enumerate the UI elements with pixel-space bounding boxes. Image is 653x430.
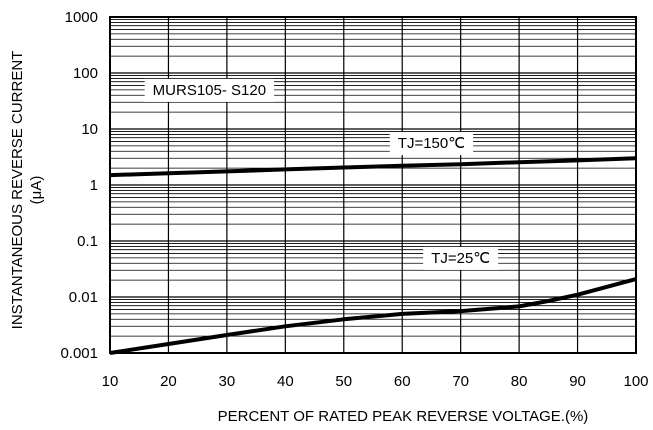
y-tick-label: 10: [81, 121, 98, 138]
plot-frame: [109, 16, 637, 354]
x-tick-label: 10: [102, 373, 119, 390]
y-tick-label: 0.001: [60, 345, 98, 362]
annotation-background: [389, 132, 474, 156]
y-tick-labels: 0.001 0.01 0.1 1 10 100 1000: [60, 9, 98, 362]
y-tick-label: 0.1: [77, 233, 98, 250]
x-axis-title: PERCENT OF RATED PEAK REVERSE VOLTAGE.(%…: [218, 408, 589, 425]
annotation: TJ=25℃: [423, 246, 499, 270]
x-tick-label: 80: [511, 373, 528, 390]
series-line: [109, 277, 637, 355]
y-tick-label: 0.01: [69, 289, 98, 306]
annotation-label: MURS105- S120: [153, 82, 266, 99]
annotation-background: [144, 78, 275, 102]
x-tick-label: 30: [219, 373, 236, 390]
x-tick-label: 90: [569, 373, 586, 390]
series-line: [109, 156, 637, 178]
series-group: [109, 156, 637, 355]
annotation: TJ=150℃: [389, 132, 474, 156]
x-tick-label: 70: [452, 373, 469, 390]
annotation-label: TJ=150℃: [398, 135, 465, 152]
grid: [109, 17, 637, 354]
annotation: MURS105- S120: [144, 78, 275, 102]
y-axis-title: INSTANTANEOUS REVERSE CURRENT: [9, 51, 26, 330]
annotation-label: TJ=25℃: [431, 250, 490, 267]
annotation-background: [423, 246, 499, 270]
x-tick-labels: 10 20 30 40 50 60 70 80 90 100: [102, 373, 649, 390]
y-tick-label: 100: [73, 65, 98, 82]
annotations: MURS105- S120 TJ=150℃ TJ=25℃: [144, 78, 499, 270]
y-tick-label: 1000: [65, 9, 98, 26]
y-tick-label: 1: [90, 177, 98, 194]
x-tick-label: 20: [160, 373, 177, 390]
x-tick-label: 40: [277, 373, 294, 390]
y-axis-unit: (μA): [28, 176, 45, 205]
x-tick-label: 100: [623, 373, 648, 390]
x-tick-label: 60: [394, 373, 411, 390]
x-tick-label: 50: [335, 373, 352, 390]
